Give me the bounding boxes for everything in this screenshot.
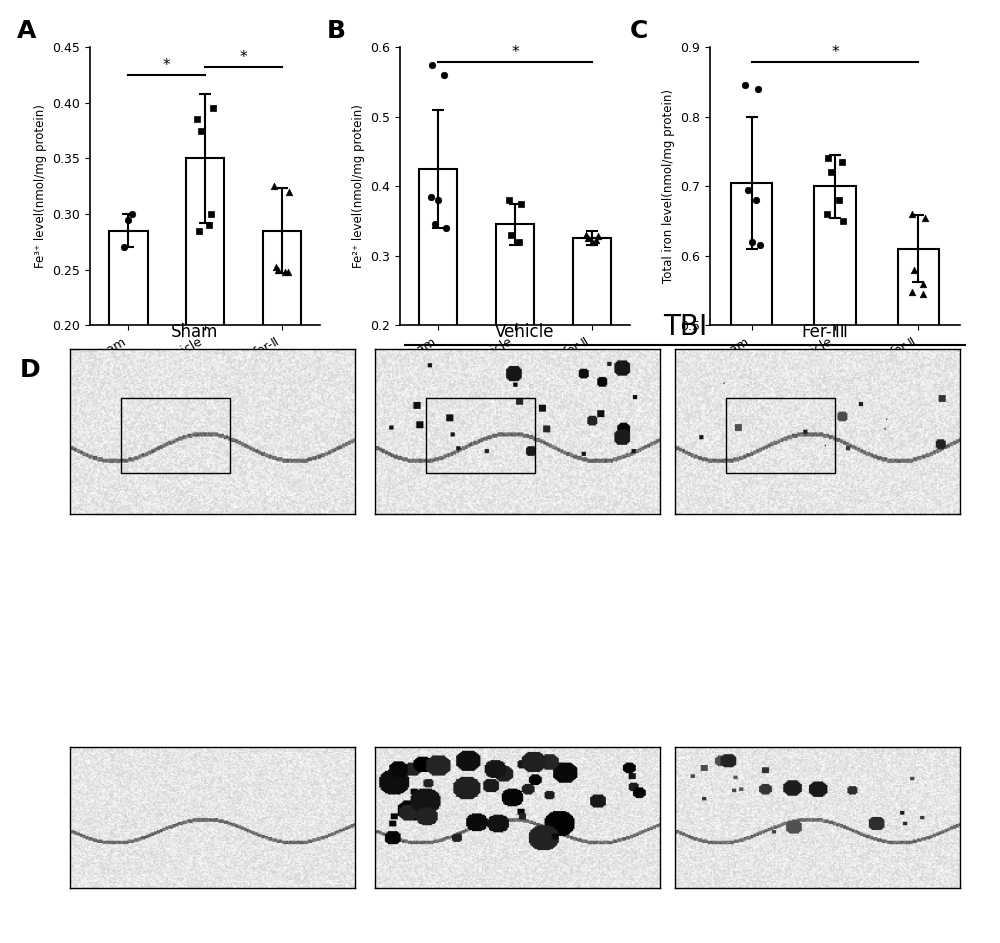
Point — [831, 192, 847, 207]
Point — [752, 238, 768, 253]
Point — [904, 207, 920, 222]
Point — [501, 192, 517, 207]
Text: TBI: TBI — [543, 425, 563, 438]
Point — [750, 81, 766, 96]
Y-axis label: Fe²⁺ level(nmol/mg protein): Fe²⁺ level(nmol/mg protein) — [352, 105, 365, 268]
Point — [584, 234, 600, 249]
Text: TBI: TBI — [663, 313, 707, 341]
Bar — [731, 183, 772, 673]
Point — [834, 155, 850, 170]
Bar — [121, 398, 230, 472]
Point — [904, 285, 920, 300]
Point — [116, 240, 132, 255]
Point — [513, 196, 529, 211]
Point — [430, 192, 446, 207]
Point — [590, 229, 606, 244]
Point — [277, 264, 294, 279]
Point — [588, 233, 604, 248]
Point — [205, 101, 221, 116]
Point — [740, 182, 756, 197]
Point — [268, 260, 284, 275]
Text: Fer-ⅡⅡ: Fer-ⅡⅡ — [802, 323, 848, 341]
Text: *: * — [831, 45, 839, 60]
Point — [438, 221, 454, 236]
Point — [737, 78, 753, 93]
Point — [201, 218, 217, 233]
Bar — [109, 231, 148, 548]
Bar — [572, 239, 611, 464]
Bar — [898, 249, 939, 673]
Point — [578, 227, 594, 242]
Point — [193, 124, 209, 139]
Text: *: * — [511, 45, 519, 60]
Point — [819, 207, 835, 222]
Text: *: * — [163, 58, 170, 73]
Point — [424, 57, 440, 72]
Point — [120, 212, 136, 227]
Y-axis label: Fe³⁺ level(nmol/mg protein): Fe³⁺ level(nmol/mg protein) — [34, 105, 47, 268]
Point — [914, 287, 930, 302]
Point — [203, 207, 219, 222]
Point — [820, 151, 836, 166]
Bar — [186, 158, 224, 548]
Point — [917, 210, 933, 225]
Bar — [426, 398, 535, 472]
Text: TBI: TBI — [233, 425, 253, 438]
Point — [511, 234, 527, 249]
Text: TBI: TBI — [867, 425, 887, 438]
Point — [835, 213, 851, 228]
Point — [580, 231, 596, 246]
Point — [189, 112, 205, 127]
Point — [270, 262, 286, 277]
Point — [906, 262, 922, 277]
Point — [124, 207, 140, 222]
Point — [426, 217, 442, 232]
Point — [280, 264, 296, 279]
Point — [748, 192, 764, 207]
Point — [266, 179, 282, 194]
Point — [744, 234, 760, 249]
Text: *: * — [240, 50, 247, 65]
Point — [423, 190, 439, 205]
Text: Sham: Sham — [171, 323, 219, 341]
Text: C: C — [630, 19, 648, 43]
Bar — [262, 231, 301, 548]
Bar — [726, 398, 835, 472]
Point — [823, 165, 839, 180]
Text: B: B — [326, 19, 345, 43]
Text: D: D — [20, 358, 41, 382]
Point — [281, 184, 297, 199]
Bar — [496, 224, 534, 464]
Bar — [419, 169, 457, 464]
Text: Vehicle: Vehicle — [495, 323, 555, 341]
Point — [191, 223, 207, 239]
Point — [436, 67, 452, 82]
Y-axis label: Total iron level(nmol/mg protein): Total iron level(nmol/mg protein) — [662, 90, 675, 283]
Text: A: A — [16, 19, 36, 43]
Point — [503, 227, 519, 242]
Point — [914, 276, 930, 291]
Bar — [814, 187, 856, 673]
